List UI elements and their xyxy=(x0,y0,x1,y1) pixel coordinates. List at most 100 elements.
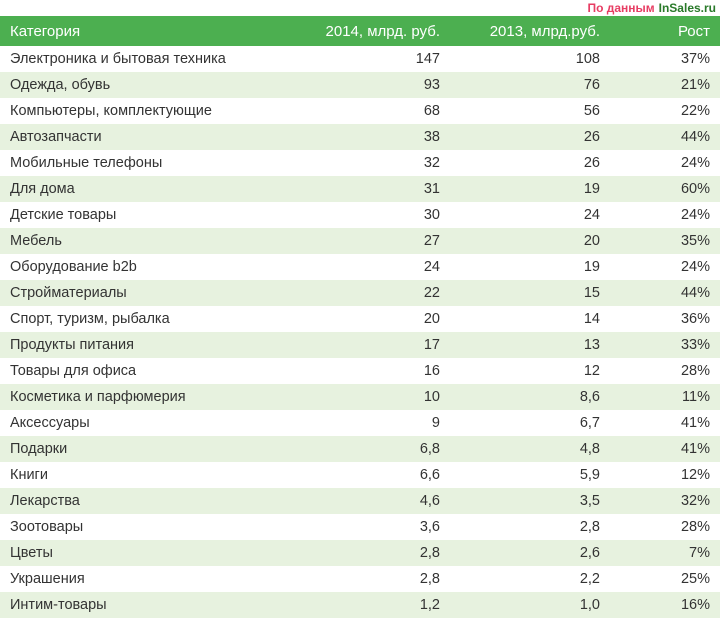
table-row: Автозапчасти382644% xyxy=(0,124,720,150)
cell-growth: 22% xyxy=(610,98,720,124)
cell-growth: 24% xyxy=(610,254,720,280)
cell-2013: 6,7 xyxy=(450,410,610,436)
cell-2013: 2,8 xyxy=(450,514,610,540)
table-row: Интим-товары1,21,016% xyxy=(0,592,720,618)
cell-2014: 93 xyxy=(300,72,450,98)
cell-2013: 12 xyxy=(450,358,610,384)
table-row: Для дома311960% xyxy=(0,176,720,202)
cell-growth: 44% xyxy=(610,124,720,150)
cell-growth: 24% xyxy=(610,150,720,176)
cell-category: Одежда, обувь xyxy=(0,72,300,98)
cell-category: Оборудование b2b xyxy=(0,254,300,280)
cell-growth: 36% xyxy=(610,306,720,332)
cell-category: Товары для офиса xyxy=(0,358,300,384)
table-row: Украшения2,82,225% xyxy=(0,566,720,592)
col-header-2013: 2013, млрд.руб. xyxy=(450,16,610,46)
cell-2013: 5,9 xyxy=(450,462,610,488)
table-row: Цветы2,82,67% xyxy=(0,540,720,566)
cell-category: Интим-товары xyxy=(0,592,300,618)
cell-growth: 44% xyxy=(610,280,720,306)
cell-2014: 6,8 xyxy=(300,436,450,462)
cell-category: Лекарства xyxy=(0,488,300,514)
table-row: Электроника и бытовая техника14710837% xyxy=(0,46,720,72)
cell-2013: 8,6 xyxy=(450,384,610,410)
cell-category: Стройматериалы xyxy=(0,280,300,306)
table-row: Мебель272035% xyxy=(0,228,720,254)
table-row: Подарки6,84,841% xyxy=(0,436,720,462)
cell-2014: 68 xyxy=(300,98,450,124)
cell-growth: 35% xyxy=(610,228,720,254)
cell-growth: 7% xyxy=(610,540,720,566)
cell-category: Мобильные телефоны xyxy=(0,150,300,176)
cell-growth: 41% xyxy=(610,410,720,436)
cell-2014: 2,8 xyxy=(300,566,450,592)
table-row: Компьютеры, комплектующие685622% xyxy=(0,98,720,124)
table-row: Детские товары302424% xyxy=(0,202,720,228)
cell-growth: 37% xyxy=(610,46,720,72)
cell-growth: 12% xyxy=(610,462,720,488)
cell-2014: 10 xyxy=(300,384,450,410)
cell-category: Украшения xyxy=(0,566,300,592)
table-row: Косметика и парфюмерия108,611% xyxy=(0,384,720,410)
cell-growth: 24% xyxy=(610,202,720,228)
cell-category: Спорт, туризм, рыбалка xyxy=(0,306,300,332)
source-site: InSales.ru xyxy=(659,1,716,15)
table-row: Книги6,65,912% xyxy=(0,462,720,488)
col-header-category: Категория xyxy=(0,16,300,46)
cell-growth: 21% xyxy=(610,72,720,98)
cell-growth: 28% xyxy=(610,514,720,540)
table-body: Электроника и бытовая техника14710837%Од… xyxy=(0,46,720,618)
cell-2013: 26 xyxy=(450,150,610,176)
cell-2013: 20 xyxy=(450,228,610,254)
table-row: Спорт, туризм, рыбалка201436% xyxy=(0,306,720,332)
cell-category: Компьютеры, комплектующие xyxy=(0,98,300,124)
cell-2014: 9 xyxy=(300,410,450,436)
table-row: Зоотовары3,62,828% xyxy=(0,514,720,540)
cell-category: Продукты питания xyxy=(0,332,300,358)
cell-category: Косметика и парфюмерия xyxy=(0,384,300,410)
cell-2013: 14 xyxy=(450,306,610,332)
cell-2014: 24 xyxy=(300,254,450,280)
cell-2013: 15 xyxy=(450,280,610,306)
cell-2013: 108 xyxy=(450,46,610,72)
cell-category: Мебель xyxy=(0,228,300,254)
cell-category: Детские товары xyxy=(0,202,300,228)
cell-growth: 28% xyxy=(610,358,720,384)
cell-category: Цветы xyxy=(0,540,300,566)
cell-2013: 13 xyxy=(450,332,610,358)
cell-2014: 17 xyxy=(300,332,450,358)
cell-2013: 24 xyxy=(450,202,610,228)
table-row: Мобильные телефоны322624% xyxy=(0,150,720,176)
cell-2014: 1,2 xyxy=(300,592,450,618)
cell-2013: 76 xyxy=(450,72,610,98)
cell-2014: 6,6 xyxy=(300,462,450,488)
table-header-row: Категория 2014, млрд. руб. 2013, млрд.ру… xyxy=(0,16,720,46)
col-header-2014: 2014, млрд. руб. xyxy=(300,16,450,46)
cell-2014: 2,8 xyxy=(300,540,450,566)
cell-2013: 3,5 xyxy=(450,488,610,514)
cell-2013: 26 xyxy=(450,124,610,150)
cell-2014: 30 xyxy=(300,202,450,228)
cell-2013: 4,8 xyxy=(450,436,610,462)
cell-2014: 31 xyxy=(300,176,450,202)
cell-2014: 16 xyxy=(300,358,450,384)
cell-2014: 38 xyxy=(300,124,450,150)
cell-2013: 19 xyxy=(450,254,610,280)
cell-2014: 27 xyxy=(300,228,450,254)
col-header-growth: Рост xyxy=(610,16,720,46)
cell-growth: 60% xyxy=(610,176,720,202)
table-row: Аксессуары96,741% xyxy=(0,410,720,436)
cell-growth: 25% xyxy=(610,566,720,592)
cell-growth: 41% xyxy=(610,436,720,462)
table-row: Одежда, обувь937621% xyxy=(0,72,720,98)
table-row: Стройматериалы221544% xyxy=(0,280,720,306)
source-attribution: По данным InSales.ru xyxy=(0,0,720,16)
cell-category: Зоотовары xyxy=(0,514,300,540)
cell-category: Автозапчасти xyxy=(0,124,300,150)
cell-2013: 1,0 xyxy=(450,592,610,618)
source-label: По данным xyxy=(587,1,654,15)
cell-category: Книги xyxy=(0,462,300,488)
table-row: Оборудование b2b241924% xyxy=(0,254,720,280)
cell-2013: 2,6 xyxy=(450,540,610,566)
categories-table: Категория 2014, млрд. руб. 2013, млрд.ру… xyxy=(0,16,720,618)
